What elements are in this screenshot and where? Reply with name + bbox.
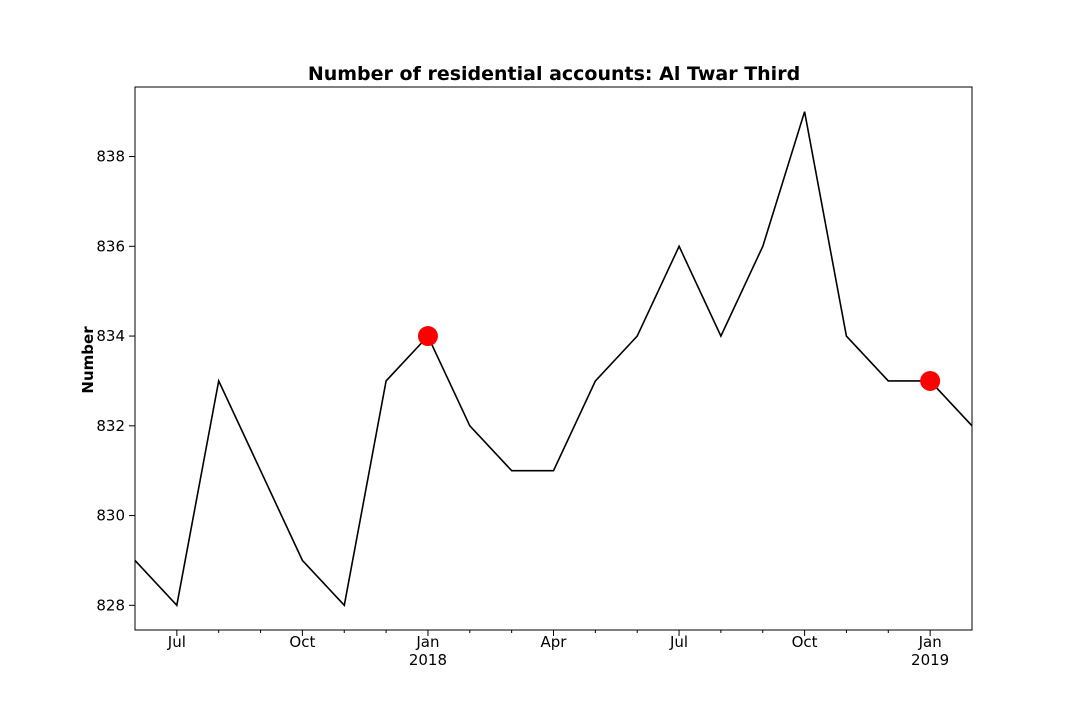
highlight-point bbox=[417, 326, 438, 347]
y-tick-label: 834 bbox=[96, 327, 125, 345]
x-tick-label: Jan bbox=[918, 633, 942, 651]
x-tick-label: Oct bbox=[792, 633, 818, 651]
y-tick-label: 836 bbox=[96, 237, 125, 255]
series-line bbox=[134, 111, 973, 608]
x-tick-label: Oct bbox=[289, 633, 315, 651]
y-axis-label: Number bbox=[79, 326, 97, 394]
chart-title: Number of residential accounts: Al Twar … bbox=[308, 63, 800, 85]
y-tick-label: 830 bbox=[96, 507, 125, 525]
x-tick-label: Jul bbox=[669, 633, 688, 651]
x-tick-year-label: 2018 bbox=[409, 651, 447, 669]
x-tick-label: Apr bbox=[541, 633, 568, 651]
x-tick-label: Jan bbox=[415, 633, 439, 651]
axes-frame bbox=[134, 86, 973, 631]
y-tick-label: 838 bbox=[96, 148, 125, 166]
x-tick-year-label: 2019 bbox=[911, 651, 949, 669]
y-tick-label: 828 bbox=[96, 596, 125, 614]
x-tick-label: Jul bbox=[167, 633, 186, 651]
highlight-point bbox=[920, 370, 941, 391]
y-tick-label: 832 bbox=[96, 417, 125, 435]
y-axis: 828 830 832 834 836 838 bbox=[96, 148, 135, 614]
plot-area bbox=[134, 111, 973, 608]
